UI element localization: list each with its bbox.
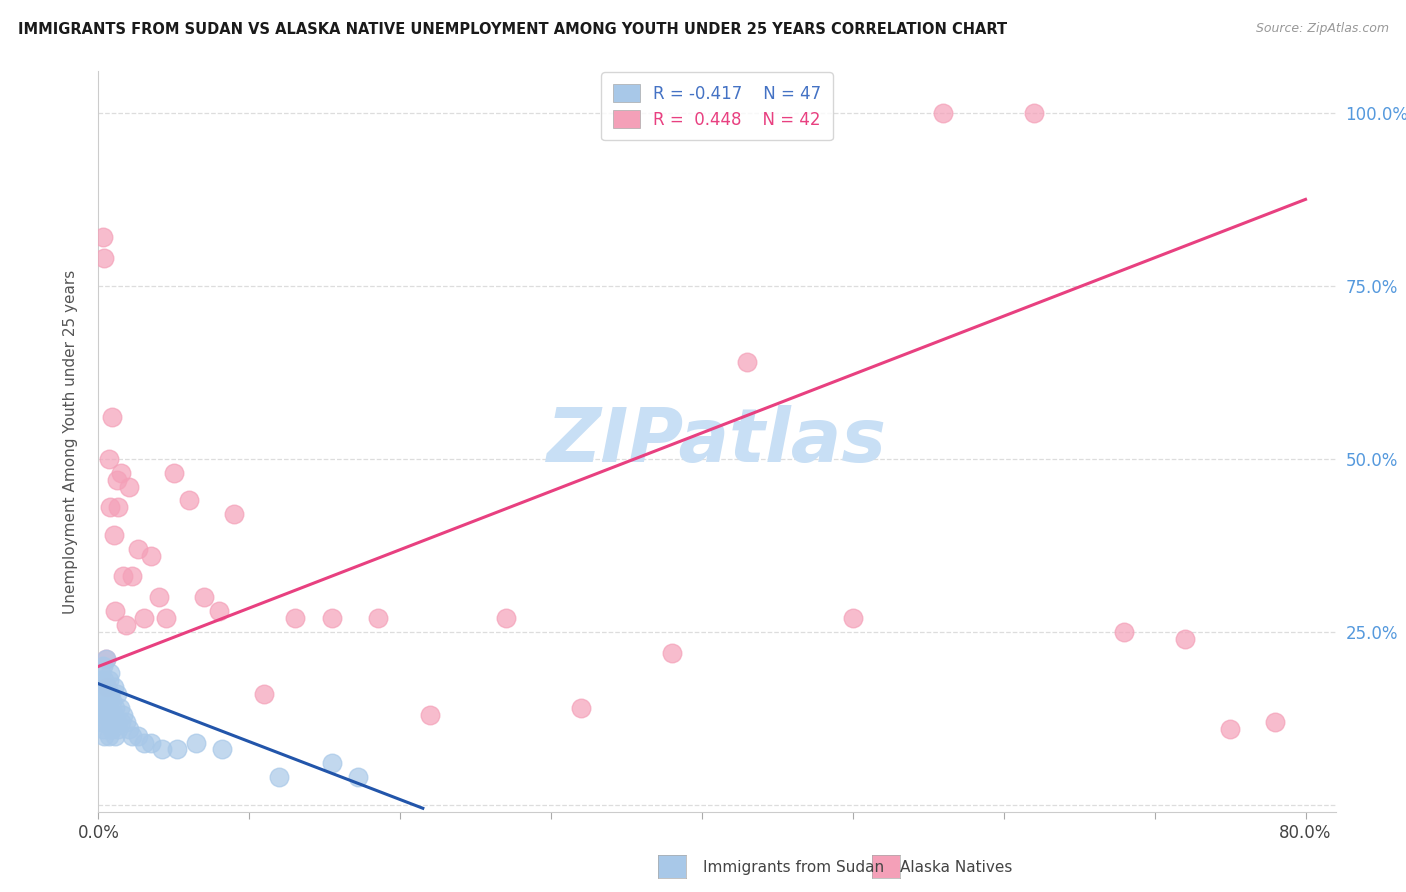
Point xyxy=(104,604,127,618)
Point xyxy=(127,729,149,743)
Point xyxy=(103,528,125,542)
Point xyxy=(105,473,128,487)
Point xyxy=(141,735,163,749)
Point xyxy=(321,756,343,771)
Point xyxy=(253,687,276,701)
Point xyxy=(111,707,134,722)
Point xyxy=(127,541,149,556)
Point xyxy=(117,479,139,493)
Legend: R = -0.417    N = 47, R =  0.448    N = 42: R = -0.417 N = 47, R = 0.448 N = 42 xyxy=(602,72,832,140)
Point xyxy=(101,694,124,708)
Point xyxy=(96,680,118,694)
Point xyxy=(93,701,115,715)
Point xyxy=(842,611,865,625)
Point xyxy=(224,507,246,521)
Point xyxy=(103,707,125,722)
Point xyxy=(98,701,121,715)
Point xyxy=(93,729,115,743)
Point xyxy=(150,742,173,756)
Point xyxy=(1264,714,1286,729)
Point xyxy=(117,722,139,736)
Point xyxy=(101,410,124,425)
Point xyxy=(1022,106,1045,120)
Point xyxy=(104,701,127,715)
Point xyxy=(107,722,129,736)
Point xyxy=(91,722,114,736)
Point xyxy=(932,106,955,120)
Point xyxy=(96,714,118,729)
Point xyxy=(132,735,155,749)
Point xyxy=(163,466,186,480)
Point xyxy=(105,714,128,729)
Point xyxy=(735,355,758,369)
Text: ZIPatlas: ZIPatlas xyxy=(547,405,887,478)
Point xyxy=(1219,722,1241,736)
Y-axis label: Unemployment Among Youth under 25 years: Unemployment Among Youth under 25 years xyxy=(63,269,77,614)
Point xyxy=(208,604,231,618)
Point xyxy=(110,466,132,480)
Point xyxy=(94,652,117,666)
Point xyxy=(321,611,343,625)
Point xyxy=(114,618,136,632)
Point xyxy=(91,659,114,673)
Point xyxy=(93,251,115,265)
Point xyxy=(177,493,200,508)
Point xyxy=(495,611,517,625)
Text: Immigrants from Sudan: Immigrants from Sudan xyxy=(703,861,884,875)
Text: IMMIGRANTS FROM SUDAN VS ALASKA NATIVE UNEMPLOYMENT AMONG YOUTH UNDER 25 YEARS C: IMMIGRANTS FROM SUDAN VS ALASKA NATIVE U… xyxy=(18,22,1008,37)
Point xyxy=(108,701,131,715)
Point xyxy=(100,687,122,701)
Point xyxy=(114,714,136,729)
Point xyxy=(569,701,592,715)
Point xyxy=(100,500,122,515)
Point xyxy=(89,673,111,688)
Point xyxy=(661,646,683,660)
Point xyxy=(100,714,122,729)
Point xyxy=(98,451,121,466)
Point xyxy=(121,569,143,583)
Point xyxy=(166,742,188,756)
Point xyxy=(91,230,114,244)
Point xyxy=(94,652,117,666)
Point xyxy=(269,770,291,784)
Point xyxy=(94,680,117,694)
Point xyxy=(284,611,307,625)
Point xyxy=(121,729,143,743)
Point xyxy=(419,707,441,722)
Point xyxy=(89,701,111,715)
Text: Source: ZipAtlas.com: Source: ZipAtlas.com xyxy=(1256,22,1389,36)
Point xyxy=(98,729,121,743)
Point xyxy=(148,591,170,605)
Point xyxy=(110,714,132,729)
Point xyxy=(347,770,370,784)
Point xyxy=(96,687,118,701)
Point xyxy=(93,673,115,688)
Point xyxy=(94,707,117,722)
Text: Alaska Natives: Alaska Natives xyxy=(900,861,1012,875)
Point xyxy=(104,729,127,743)
Point xyxy=(1174,632,1197,646)
Point xyxy=(105,687,128,701)
Point xyxy=(155,611,177,625)
Point xyxy=(211,742,233,756)
Point xyxy=(90,714,112,729)
Point xyxy=(90,666,112,681)
Point xyxy=(367,611,389,625)
Point xyxy=(101,722,124,736)
Point xyxy=(186,735,208,749)
Point xyxy=(141,549,163,563)
Point xyxy=(1114,624,1136,639)
Point xyxy=(100,666,122,681)
Point xyxy=(91,694,114,708)
Point xyxy=(132,611,155,625)
Point xyxy=(111,569,134,583)
Point xyxy=(107,500,129,515)
Point xyxy=(98,673,121,688)
Point xyxy=(103,680,125,694)
Point xyxy=(90,687,112,701)
Point xyxy=(193,591,215,605)
